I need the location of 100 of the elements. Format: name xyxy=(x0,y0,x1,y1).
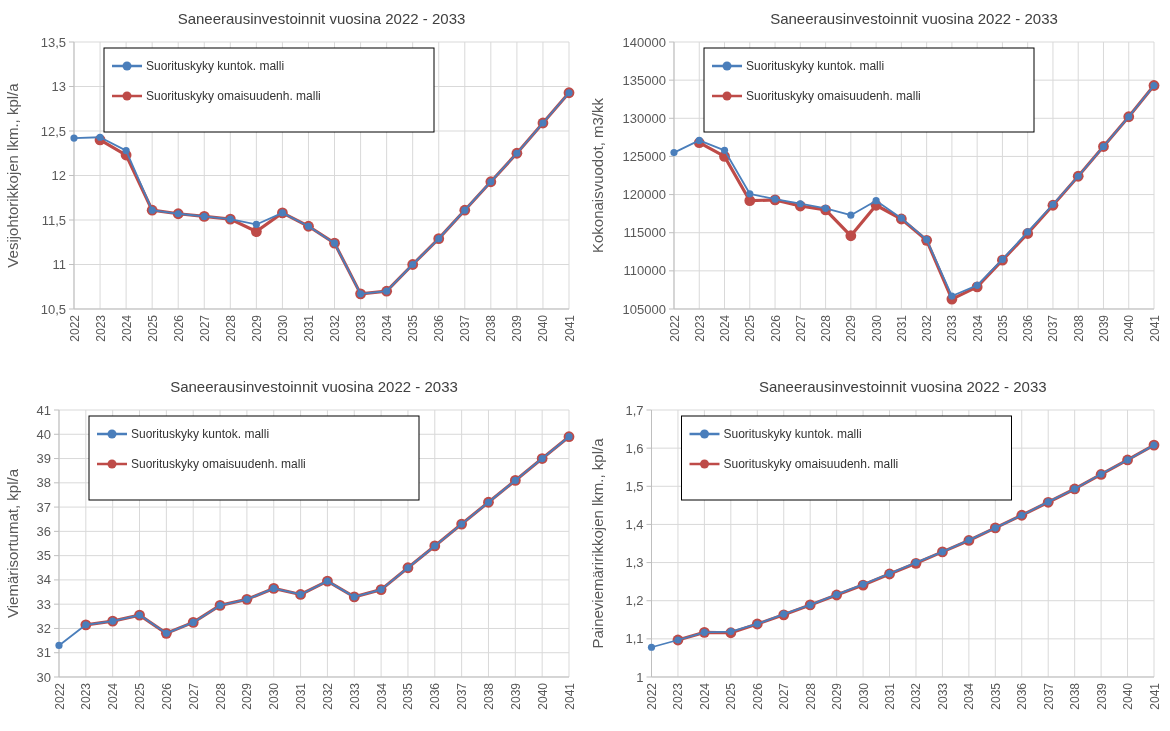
y-tick-label: 1,4 xyxy=(625,516,644,532)
x-tick-label: 2025 xyxy=(145,314,160,342)
y-tick-label: 12,5 xyxy=(40,123,66,139)
y-tick-label: 36 xyxy=(36,523,51,539)
y-tick-label: 1,6 xyxy=(625,440,644,456)
x-tick-label: 2040 xyxy=(1121,682,1136,710)
x-tick-label: 2024 xyxy=(697,682,712,710)
y-tick-label: 34 xyxy=(36,572,51,588)
x-tick-label: 2025 xyxy=(743,314,758,342)
x-tick-label: 2023 xyxy=(671,682,686,710)
x-tick-label: 2031 xyxy=(301,314,316,342)
x-tick-label: 2033 xyxy=(347,682,362,710)
chart-title: Saneerausinvestoinnit vuosina 2022 - 2033 xyxy=(170,378,458,395)
x-tick-label: 2029 xyxy=(240,682,255,710)
x-tick-label: 2040 xyxy=(535,682,550,710)
x-tick-label: 2037 xyxy=(1041,682,1056,710)
y-tick-label: 135000 xyxy=(622,72,666,88)
x-tick-label: 2032 xyxy=(909,682,924,710)
y-axis-title: Viemärisortumat, kpl/a xyxy=(4,468,21,618)
legend-label: Suorituskyky kuntok. malli xyxy=(131,427,270,441)
x-tick-label: 2026 xyxy=(768,314,783,342)
x-tick-label: 2033 xyxy=(945,314,960,342)
x-tick-label: 2023 xyxy=(79,682,94,710)
x-tick-label: 2028 xyxy=(223,314,238,342)
x-tick-label: 2027 xyxy=(793,314,808,342)
x-tick-label: 2034 xyxy=(380,314,395,342)
y-tick-label: 35 xyxy=(36,548,51,564)
x-tick-label: 2030 xyxy=(275,314,290,342)
x-tick-label: 2030 xyxy=(856,682,871,710)
y-tick-label: 1,1 xyxy=(625,631,644,647)
x-tick-label: 2023 xyxy=(93,314,108,342)
x-tick-label: 2036 xyxy=(428,682,443,710)
x-tick-label: 2029 xyxy=(830,682,845,710)
legend-label: Suorituskyky omaisuudenh. malli xyxy=(146,89,321,103)
y-tick-label: 125000 xyxy=(622,148,666,164)
x-tick-label: 2034 xyxy=(962,682,977,710)
x-tick-label: 2041 xyxy=(1147,314,1162,342)
x-tick-label: 2035 xyxy=(401,682,416,710)
x-tick-label: 2038 xyxy=(1071,314,1086,342)
x-tick-label: 2027 xyxy=(186,682,201,710)
x-tick-label: 2033 xyxy=(354,314,369,342)
y-tick-label: 32 xyxy=(36,620,51,636)
x-tick-label: 2022 xyxy=(667,314,682,342)
y-tick-label: 10,5 xyxy=(40,301,66,317)
chart-title: Saneerausinvestoinnit vuosina 2022 - 2033 xyxy=(177,10,466,27)
x-tick-label: 2036 xyxy=(432,314,447,342)
x-tick-label: 2041 xyxy=(562,314,577,342)
y-tick-label: 1,7 xyxy=(625,402,644,418)
y-tick-label: 140000 xyxy=(622,34,666,50)
x-tick-label: 2031 xyxy=(894,314,909,342)
x-tick-label: 2026 xyxy=(159,682,174,710)
x-tick-label: 2028 xyxy=(803,682,818,710)
y-tick-label: 31 xyxy=(36,645,51,661)
x-tick-label: 2032 xyxy=(920,314,935,342)
x-tick-label: 2024 xyxy=(106,682,121,710)
x-tick-label: 2039 xyxy=(1096,314,1111,342)
x-tick-label: 2031 xyxy=(294,682,309,710)
legend-label: Suorituskyky kuntok. malli xyxy=(746,59,885,73)
x-tick-label: 2026 xyxy=(171,314,186,342)
y-tick-label: 13,5 xyxy=(40,34,66,50)
chart-title: Saneerausinvestoinnit vuosina 2022 - 2033 xyxy=(758,378,1047,395)
y-tick-label: 40 xyxy=(36,426,51,442)
x-tick-label: 2034 xyxy=(374,682,389,710)
x-tick-label: 2038 xyxy=(1068,682,1083,710)
x-tick-label: 2036 xyxy=(1021,314,1036,342)
y-tick-label: 39 xyxy=(36,451,51,467)
y-tick-label: 12 xyxy=(51,168,66,183)
x-tick-label: 2029 xyxy=(249,314,264,342)
x-tick-label: 2029 xyxy=(844,314,859,342)
legend-label: Suorituskyky omaisuudenh. malli xyxy=(131,457,306,471)
x-tick-label: 2040 xyxy=(1122,314,1137,342)
x-tick-label: 2041 xyxy=(1147,682,1162,710)
x-tick-label: 2031 xyxy=(883,682,898,710)
y-tick-label: 1,5 xyxy=(625,478,644,494)
legend-label: Suorituskyky omaisuudenh. malli xyxy=(746,89,921,103)
x-tick-label: 2035 xyxy=(988,682,1003,710)
x-tick-label: 2039 xyxy=(508,682,523,710)
x-tick-label: 2022 xyxy=(645,682,659,710)
x-tick-label: 2026 xyxy=(750,682,765,710)
x-tick-label: 2028 xyxy=(819,314,834,342)
x-tick-label: 2025 xyxy=(133,682,148,710)
x-tick-label: 2035 xyxy=(995,314,1010,342)
y-tick-label: 11 xyxy=(52,257,66,272)
y-axis-title: Vesijohtorikkojen lkm., kpl/a xyxy=(4,82,21,268)
x-tick-label: 2036 xyxy=(1015,682,1030,710)
x-tick-label: 2028 xyxy=(213,682,228,710)
x-tick-label: 2039 xyxy=(1094,682,1109,710)
x-tick-label: 2023 xyxy=(692,314,707,342)
x-tick-label: 2032 xyxy=(328,314,343,342)
legend-label: Suorituskyky kuntok. malli xyxy=(146,59,285,73)
x-tick-label: 2025 xyxy=(724,682,739,710)
chart-title: Saneerausinvestoinnit vuosina 2022 - 2033 xyxy=(770,10,1058,27)
y-tick-label: 120000 xyxy=(622,187,666,203)
x-tick-label: 2022 xyxy=(67,314,82,342)
y-tick-label: 130000 xyxy=(622,110,666,126)
x-tick-label: 2022 xyxy=(52,682,67,710)
x-tick-label: 2039 xyxy=(510,314,525,342)
y-tick-label: 13 xyxy=(51,79,66,94)
x-tick-label: 2034 xyxy=(970,314,985,342)
x-tick-label: 2035 xyxy=(406,314,421,342)
